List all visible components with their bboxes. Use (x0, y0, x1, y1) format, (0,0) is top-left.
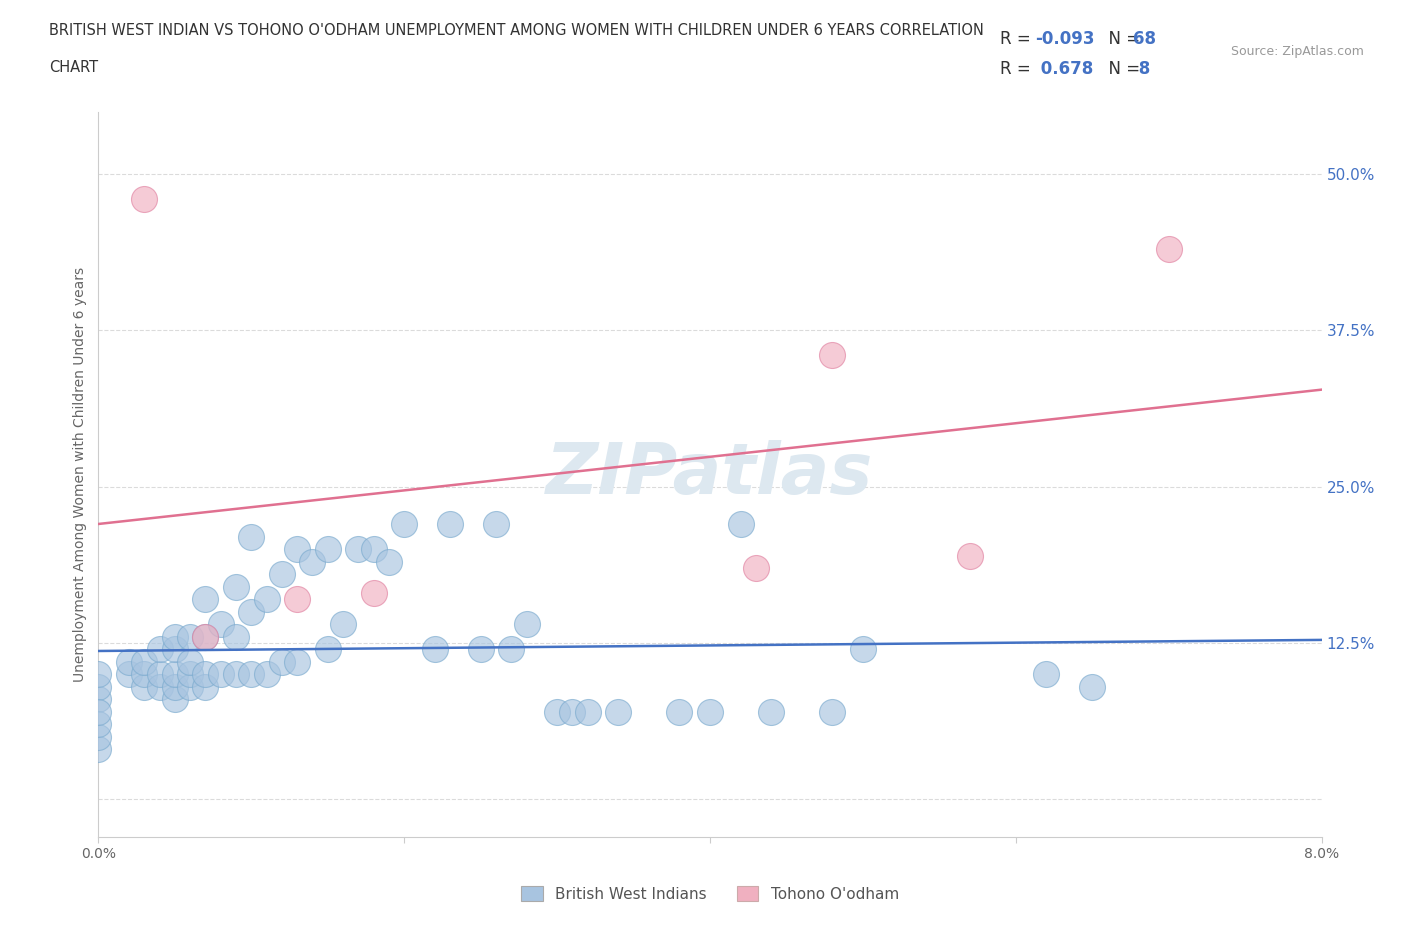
Point (134, 667, 156, 682)
Point (179, 655, 201, 670)
Point (301, 554, 323, 569)
Point (1035, 667, 1057, 682)
Point (149, 680, 172, 695)
Text: BRITISH WEST INDIAN VS TOHONO O'ODHAM UNEMPLOYMENT AMONG WOMEN WITH CHILDREN UND: BRITISH WEST INDIAN VS TOHONO O'ODHAM UN… (49, 23, 984, 38)
Point (546, 705, 568, 720)
Point (163, 642, 186, 657)
Point (225, 579, 247, 594)
Point (821, 348, 844, 363)
Point (1157, 242, 1180, 257)
Point (240, 667, 263, 682)
Point (485, 517, 508, 532)
Text: N =: N = (1098, 60, 1146, 78)
Y-axis label: Unemployment Among Women with Children Under 6 years: Unemployment Among Women with Children U… (73, 267, 87, 682)
Point (194, 630, 217, 644)
Point (134, 655, 156, 670)
Text: CHART: CHART (49, 60, 98, 75)
Point (209, 617, 232, 631)
Point (163, 680, 186, 695)
Point (240, 529, 263, 544)
Point (87, 742, 110, 757)
Text: R =: R = (1000, 60, 1036, 78)
Text: -0.093: -0.093 (1035, 30, 1094, 47)
Point (134, 680, 156, 695)
Point (163, 692, 186, 707)
Point (470, 642, 492, 657)
Point (87, 667, 110, 682)
Point (149, 667, 172, 682)
Point (149, 642, 172, 657)
Point (118, 655, 141, 670)
Point (332, 617, 354, 631)
Point (730, 517, 752, 532)
Point (256, 591, 278, 606)
Text: 68: 68 (1133, 30, 1156, 47)
Point (392, 517, 416, 532)
Point (1081, 680, 1104, 695)
Point (194, 680, 217, 695)
Point (179, 680, 201, 695)
Point (194, 667, 217, 682)
Point (209, 667, 232, 682)
Point (240, 604, 263, 619)
Point (270, 567, 294, 582)
Legend: British West Indians, Tohono O'odham: British West Indians, Tohono O'odham (513, 878, 907, 910)
Point (668, 705, 690, 720)
Point (163, 630, 186, 644)
Point (852, 642, 875, 657)
Point (285, 655, 308, 670)
Point (516, 617, 538, 631)
Point (163, 667, 186, 682)
Text: 8: 8 (1133, 60, 1150, 78)
Text: R =: R = (1000, 30, 1036, 47)
Point (363, 542, 385, 557)
Point (225, 667, 247, 682)
Point (87, 729, 110, 744)
Point (87, 680, 110, 695)
Point (576, 705, 599, 720)
Point (363, 586, 385, 601)
Point (225, 630, 247, 644)
Point (87, 705, 110, 720)
Point (316, 642, 339, 657)
Text: N =: N = (1098, 30, 1146, 47)
Point (285, 591, 308, 606)
Point (118, 667, 141, 682)
Text: 0.678: 0.678 (1035, 60, 1092, 78)
Point (347, 542, 370, 557)
Point (179, 630, 201, 644)
Point (87, 692, 110, 707)
Point (194, 630, 217, 644)
Point (378, 554, 401, 569)
Point (439, 517, 461, 532)
Point (821, 705, 844, 720)
Point (134, 192, 156, 206)
Point (745, 561, 768, 576)
Point (285, 542, 308, 557)
Point (959, 548, 981, 563)
Point (270, 655, 294, 670)
Point (256, 667, 278, 682)
Point (607, 705, 630, 720)
Point (179, 667, 201, 682)
Point (501, 642, 523, 657)
Point (759, 705, 782, 720)
Point (561, 705, 583, 720)
Point (194, 591, 217, 606)
Point (699, 705, 721, 720)
Point (316, 542, 339, 557)
Text: ZIPatlas: ZIPatlas (547, 440, 873, 509)
Point (87, 717, 110, 732)
Point (423, 642, 446, 657)
Text: Source: ZipAtlas.com: Source: ZipAtlas.com (1230, 45, 1364, 58)
